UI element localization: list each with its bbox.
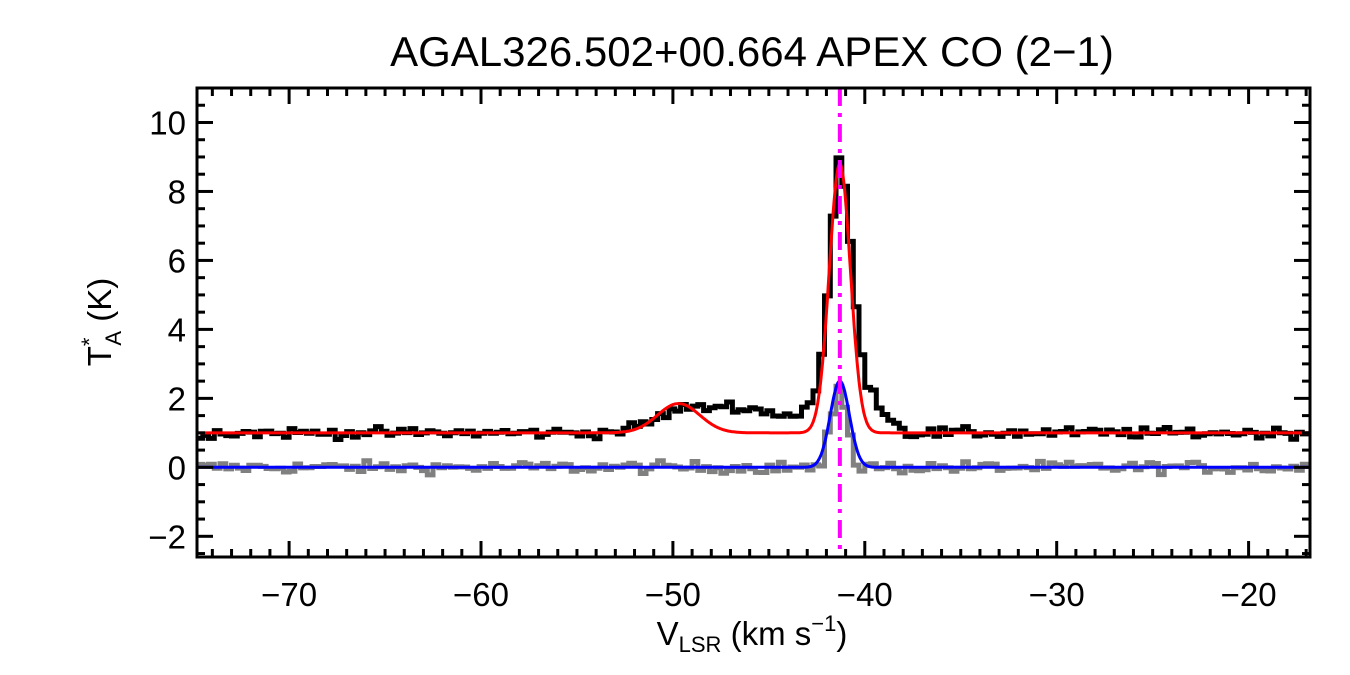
- y-axis-label: T*A (K): [77, 278, 126, 367]
- series-layer: [197, 155, 1311, 478]
- y-tick-label: 0: [168, 449, 186, 486]
- series-observed: [197, 155, 1311, 442]
- x-tick-label: −50: [645, 576, 701, 613]
- x-tick-label: −60: [453, 576, 509, 613]
- x-tick-label: −30: [1029, 576, 1085, 613]
- series-fit: [197, 161, 1310, 435]
- plot-frame: [195, 86, 1312, 559]
- y-tick-label: 10: [149, 104, 186, 141]
- y-tick-label: 2: [168, 380, 186, 417]
- y-tick-label: 8: [168, 173, 186, 210]
- x-tick-label: −70: [261, 576, 317, 613]
- y-tick-label: 4: [168, 311, 186, 348]
- x-tick-label: −40: [837, 576, 893, 613]
- x-tick-label: −20: [1221, 576, 1277, 613]
- y-axis: −2 0 2 4 6 8 10: [148, 103, 1310, 555]
- x-axis-label: VLSR (km s−1): [657, 611, 848, 657]
- y-tick-label: 6: [168, 242, 186, 279]
- x-axis: −70 −60 −50 −40 −30 −20: [210, 88, 1308, 613]
- y-tick-label: −2: [148, 518, 186, 555]
- chart-title: AGAL326.502+00.664 APEX CO (2−1): [390, 28, 1114, 75]
- series-fit-component: [197, 379, 1310, 469]
